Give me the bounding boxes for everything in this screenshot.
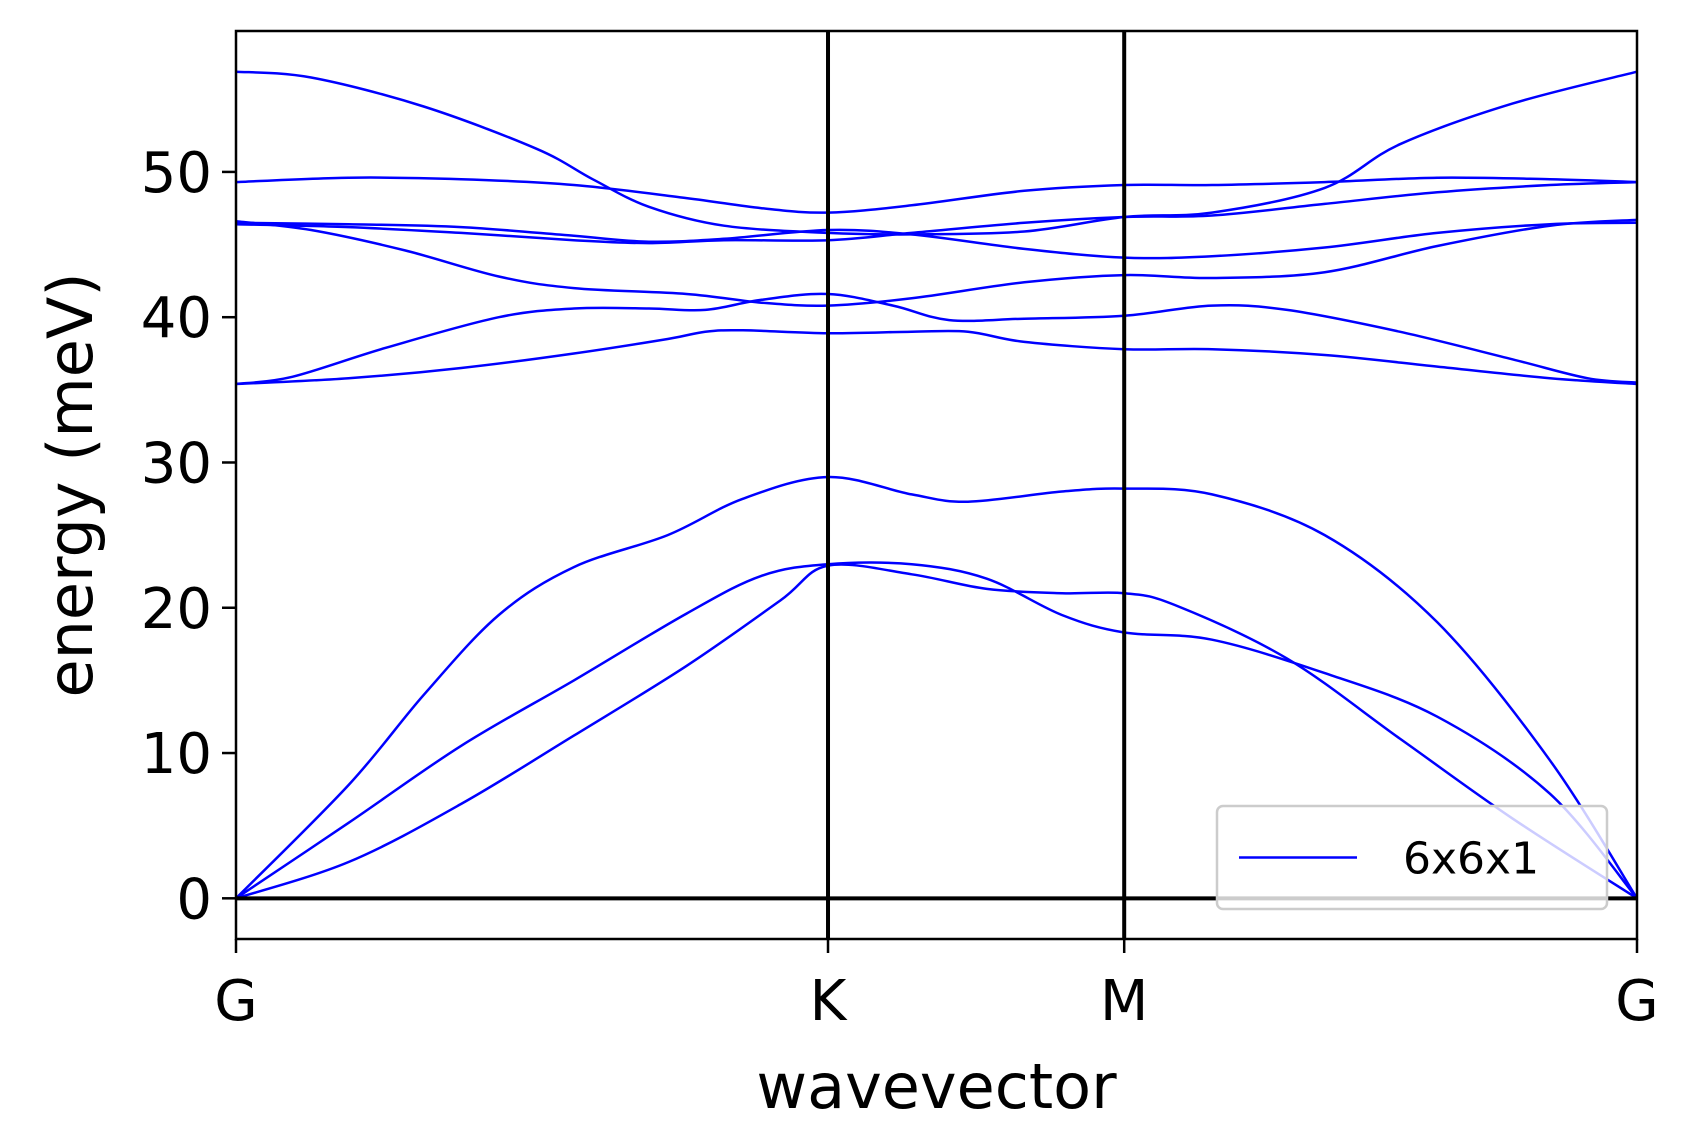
y-tick-label: 50 xyxy=(141,141,212,206)
y-tick-label: 40 xyxy=(141,286,212,351)
y-tick-label: 30 xyxy=(141,431,212,496)
band-line-6 xyxy=(235,218,1638,307)
band-line-3 xyxy=(235,475,1639,900)
band-line-5 xyxy=(235,292,1638,386)
legend: 6x6x1 xyxy=(1215,804,1609,911)
band-line-10 xyxy=(235,70,1638,236)
x-axis-label: wavevector xyxy=(756,1050,1117,1123)
band-line-9 xyxy=(235,176,1638,214)
band-line-4 xyxy=(235,328,1638,386)
x-tick-label: K xyxy=(810,969,848,1034)
y-tick-label: 0 xyxy=(176,867,212,932)
x-tick-label: G xyxy=(1615,969,1658,1034)
y-axis-ticks: 0 10 20 30 40 50 xyxy=(141,141,236,932)
series-lines xyxy=(235,70,1639,900)
band-line-1 xyxy=(235,563,1638,900)
reference-lines xyxy=(236,31,1637,939)
y-tick-label: 10 xyxy=(141,722,212,787)
band-line-2 xyxy=(235,561,1638,900)
band-line-8 xyxy=(235,221,1638,260)
y-axis-label: energy (meV) xyxy=(34,272,107,697)
y-tick-label: 20 xyxy=(141,577,212,642)
x-tick-label: M xyxy=(1100,969,1148,1034)
plot-frame xyxy=(234,29,1639,941)
legend-box xyxy=(1215,804,1609,911)
legend-label: 6x6x1 xyxy=(1403,834,1539,885)
x-tick-label: G xyxy=(214,969,257,1034)
band-line-7 xyxy=(235,180,1638,245)
